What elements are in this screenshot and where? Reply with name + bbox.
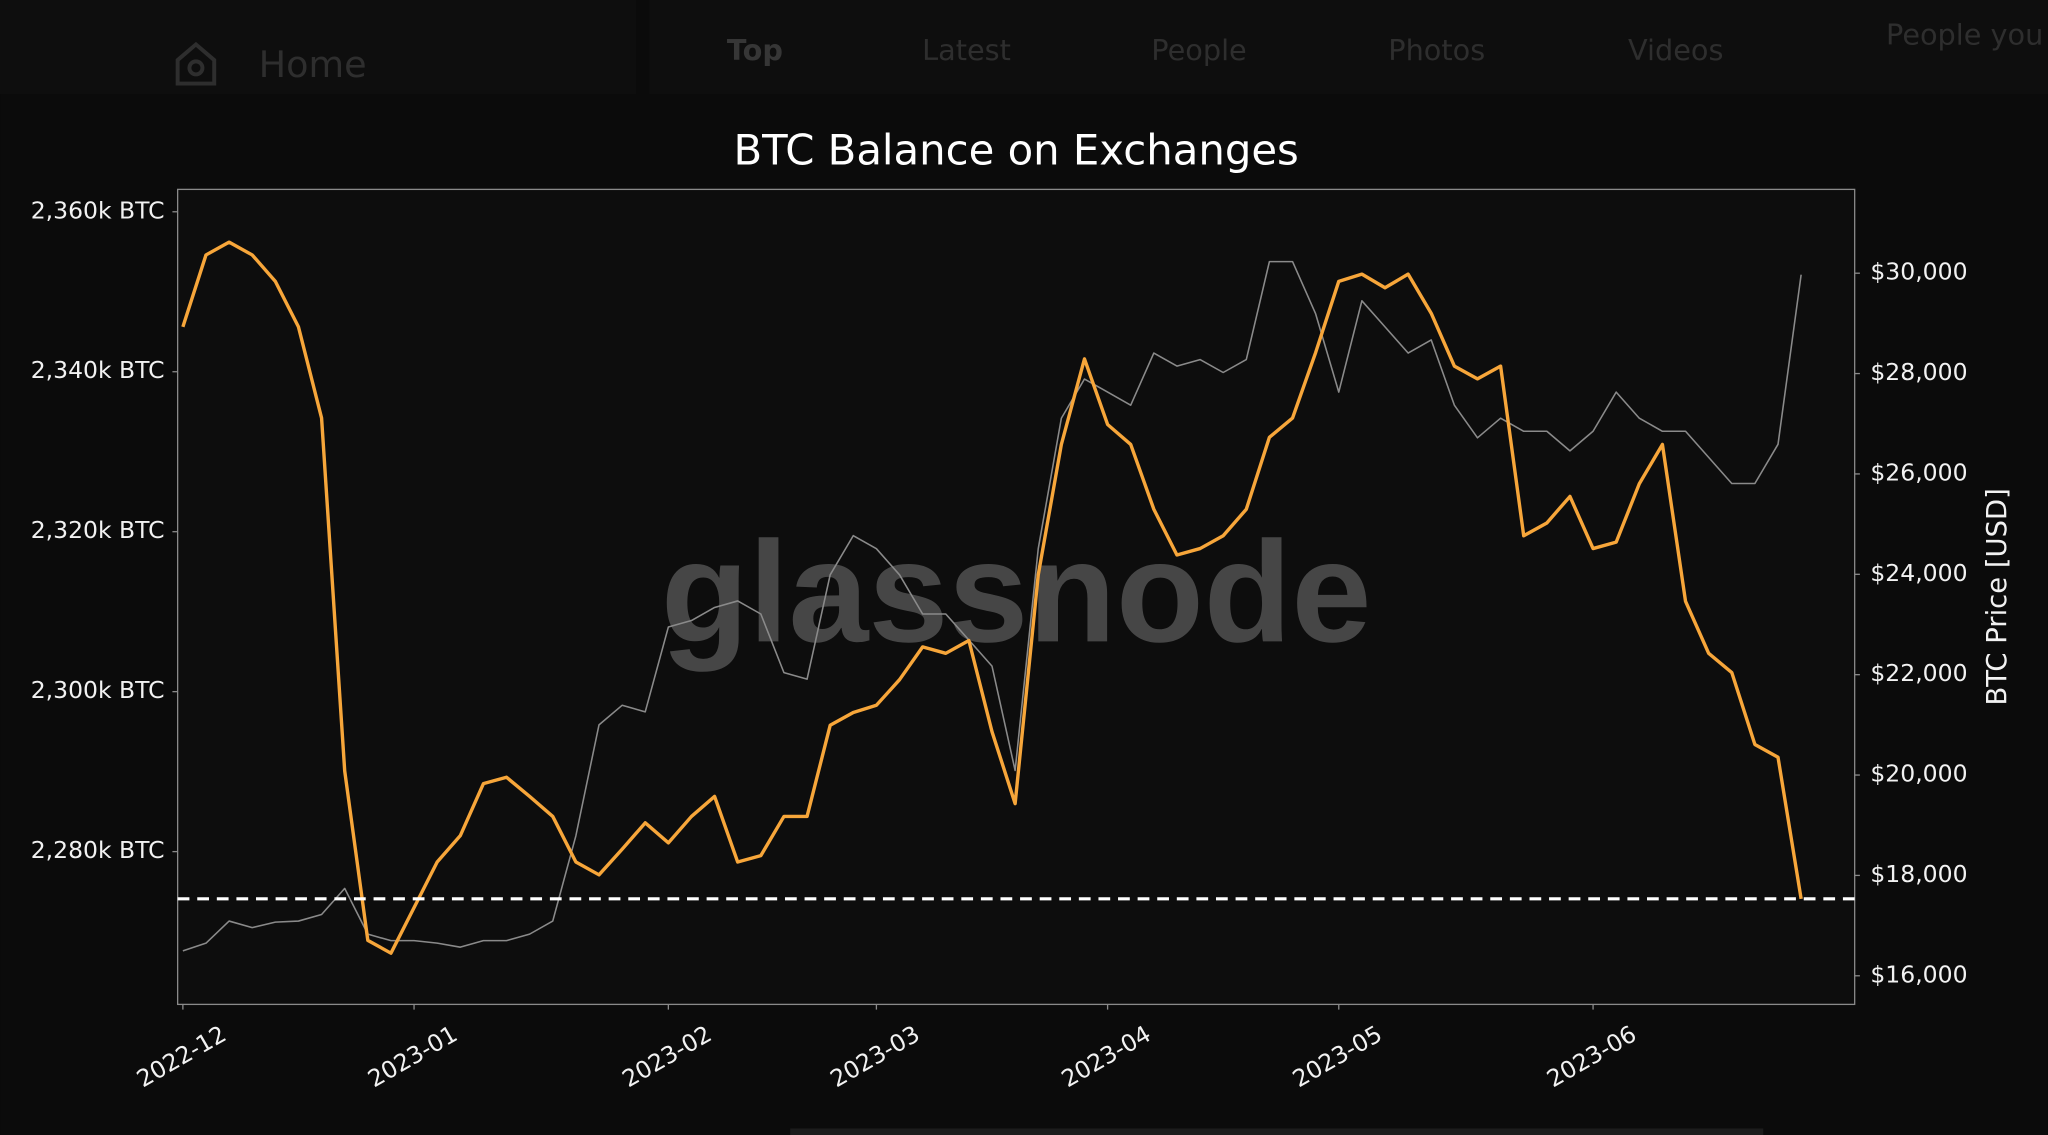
- side-heading: People you f: [1886, 18, 2048, 52]
- home-icon[interactable]: [175, 41, 217, 86]
- scroll-edge: [790, 1128, 1764, 1135]
- y2-tick-label: $22,000: [1870, 659, 1967, 687]
- plot-frame: [176, 188, 1856, 1006]
- y-tick-label: 2,300k BTC: [31, 676, 165, 704]
- y2-tick-label: $30,000: [1870, 258, 1967, 286]
- tab[interactable]: Videos: [1628, 33, 1723, 67]
- chart-title: BTC Balance on Exchanges: [733, 125, 1298, 174]
- y2-tick-label: $24,000: [1870, 559, 1967, 587]
- tab[interactable]: Photos: [1388, 33, 1485, 67]
- home-bar: [0, 0, 637, 95]
- y2-tick-label: $28,000: [1870, 358, 1967, 386]
- series-line: [182, 260, 1802, 952]
- y2-tick-label: $26,000: [1870, 458, 1967, 486]
- series-line: [181, 240, 1803, 955]
- y-tick-label: 2,340k BTC: [31, 356, 165, 384]
- y2-tick-label: $16,000: [1870, 960, 1967, 988]
- tab[interactable]: People: [1151, 33, 1246, 67]
- tab[interactable]: Latest: [922, 33, 1011, 67]
- tab[interactable]: Top: [727, 33, 783, 67]
- home-link[interactable]: Home: [259, 43, 367, 86]
- y-tick-label: 2,320k BTC: [31, 516, 165, 544]
- watermark: glassnode: [661, 512, 1371, 672]
- y-tick-label: 2,280k BTC: [31, 836, 165, 864]
- y2-axis-label: BTC Price [USD]: [1982, 488, 2013, 705]
- y2-tick-label: $18,000: [1870, 860, 1967, 888]
- y-tick-label: 2,360k BTC: [31, 196, 165, 224]
- y2-tick-label: $20,000: [1870, 760, 1967, 788]
- tab-bar: [649, 0, 2048, 95]
